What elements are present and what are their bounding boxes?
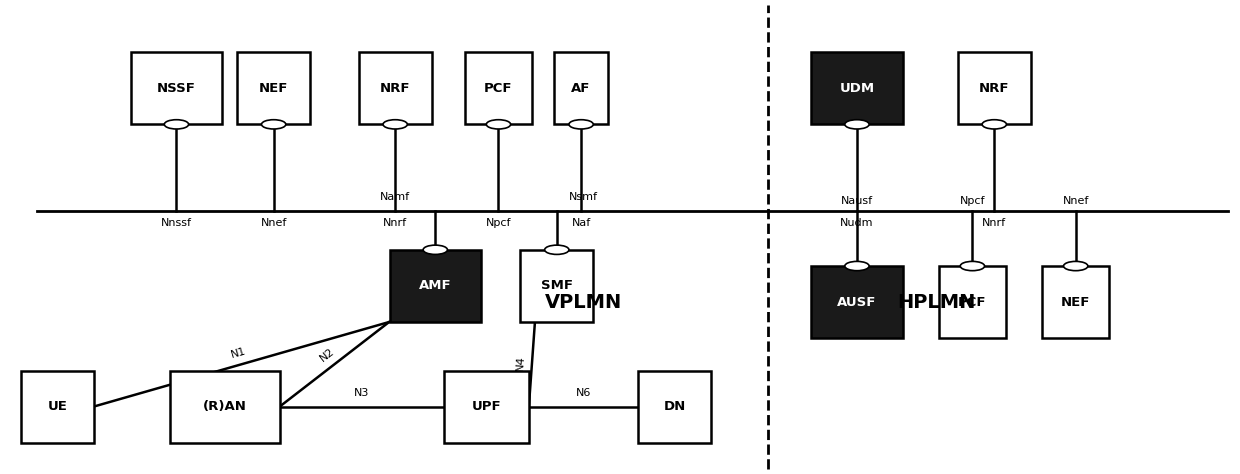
Text: HPLMN: HPLMN	[897, 292, 975, 311]
Text: UDM: UDM	[839, 82, 874, 95]
Circle shape	[1064, 261, 1087, 271]
Text: NSSF: NSSF	[157, 82, 196, 95]
FancyBboxPatch shape	[389, 250, 481, 322]
Text: (R)AN: (R)AN	[203, 400, 247, 413]
Circle shape	[544, 245, 569, 255]
Circle shape	[569, 120, 593, 129]
Circle shape	[486, 120, 511, 129]
Circle shape	[164, 120, 188, 129]
FancyBboxPatch shape	[554, 52, 609, 124]
Text: NRF: NRF	[980, 82, 1009, 95]
FancyBboxPatch shape	[1043, 266, 1109, 338]
Text: SMF: SMF	[541, 279, 573, 292]
Text: Naf: Naf	[572, 219, 590, 228]
Text: Npcf: Npcf	[960, 196, 985, 206]
Text: VPLMN: VPLMN	[544, 292, 622, 311]
Circle shape	[844, 261, 869, 271]
FancyBboxPatch shape	[811, 52, 903, 124]
FancyBboxPatch shape	[21, 371, 94, 443]
Circle shape	[383, 120, 407, 129]
FancyBboxPatch shape	[358, 52, 432, 124]
FancyBboxPatch shape	[957, 52, 1030, 124]
Text: Nausf: Nausf	[841, 196, 873, 206]
Text: Nnef: Nnef	[1063, 196, 1089, 206]
Text: Nnef: Nnef	[260, 219, 286, 228]
FancyBboxPatch shape	[465, 52, 532, 124]
Text: UE: UE	[47, 400, 67, 413]
Circle shape	[262, 120, 285, 129]
Text: UPF: UPF	[471, 400, 501, 413]
Text: N3: N3	[355, 388, 370, 398]
Text: N2: N2	[319, 346, 336, 364]
Text: Nnrf: Nnrf	[383, 219, 407, 228]
FancyBboxPatch shape	[811, 266, 903, 338]
FancyBboxPatch shape	[639, 371, 711, 443]
Text: NEF: NEF	[259, 82, 289, 95]
Circle shape	[960, 261, 985, 271]
Text: AMF: AMF	[419, 279, 451, 292]
Text: Nnrf: Nnrf	[982, 219, 1007, 228]
Circle shape	[982, 120, 1007, 129]
Text: Npcf: Npcf	[486, 219, 511, 228]
Text: AUSF: AUSF	[837, 295, 877, 309]
Text: DN: DN	[663, 400, 686, 413]
Text: NRF: NRF	[379, 82, 410, 95]
Text: Nsmf: Nsmf	[569, 192, 598, 202]
Text: PCF: PCF	[959, 295, 987, 309]
Text: Namf: Namf	[379, 192, 409, 202]
Text: NEF: NEF	[1061, 295, 1090, 309]
Text: AF: AF	[572, 82, 590, 95]
Circle shape	[844, 120, 869, 129]
Text: N1: N1	[229, 346, 247, 360]
FancyBboxPatch shape	[131, 52, 222, 124]
Text: Nudm: Nudm	[841, 219, 874, 228]
FancyBboxPatch shape	[939, 266, 1006, 338]
FancyBboxPatch shape	[444, 371, 528, 443]
FancyBboxPatch shape	[521, 250, 593, 322]
Text: Nnssf: Nnssf	[161, 219, 192, 228]
Text: PCF: PCF	[485, 82, 512, 95]
Text: N4: N4	[515, 356, 526, 372]
Circle shape	[423, 245, 448, 255]
Text: N6: N6	[575, 388, 591, 398]
FancyBboxPatch shape	[237, 52, 310, 124]
FancyBboxPatch shape	[170, 371, 280, 443]
